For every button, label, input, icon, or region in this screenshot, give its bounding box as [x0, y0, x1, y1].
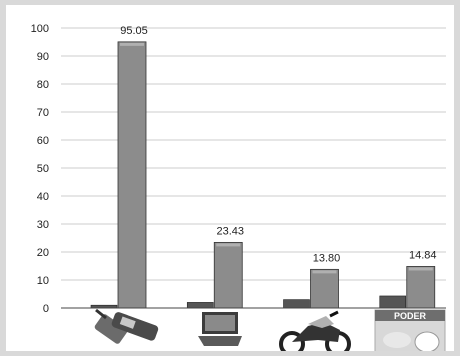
y-tick-label: 80 [37, 79, 49, 91]
y-tick-label: 30 [37, 219, 49, 231]
data-label: 14.84 [409, 249, 437, 261]
y-tick-label: 50 [37, 163, 49, 175]
bar-primary [213, 241, 243, 309]
data-label: 13.80 [313, 252, 341, 264]
y-tick-label: 0 [43, 303, 49, 315]
bar-primary-highlight [312, 270, 337, 274]
motorcycle-icon [279, 310, 351, 351]
bar-secondary [379, 295, 407, 309]
bar-secondary [283, 299, 310, 309]
bar-primary-highlight [408, 267, 433, 271]
y-tick-label: 90 [37, 51, 49, 63]
y-tick-label: 60 [37, 135, 49, 147]
chart-frame: 0 10 20 30 40 50 60 70 80 90 100 95.05 23.43 13.80 14… [6, 5, 454, 351]
bar-primary [406, 266, 436, 309]
bar-primary-highlight [216, 243, 241, 247]
laptop-icon [198, 312, 242, 346]
data-label: 23.43 [216, 225, 244, 237]
bar-primary [310, 268, 339, 309]
y-tick-label: 20 [37, 247, 49, 259]
data-labels: 95.05 23.43 13.80 14.84 [120, 25, 436, 264]
y-axis-ticks: 0 10 20 30 40 50 60 70 80 90 100 [31, 23, 49, 315]
y-tick-label: 70 [37, 107, 49, 119]
poder-logo-text: PODER [394, 311, 427, 321]
data-label: 95.05 [120, 25, 148, 37]
y-tick-label: 10 [37, 275, 49, 287]
y-tick-label: 40 [37, 191, 49, 203]
bar-secondary [186, 302, 214, 309]
y-tick-label: 100 [31, 23, 49, 35]
bar-primary [117, 41, 147, 309]
mobile-phone-icon [94, 308, 159, 344]
bars [90, 41, 436, 309]
poder-box-icon: PODER [374, 309, 446, 351]
bar-primary-highlight [120, 42, 144, 46]
category-icons: PODER [94, 308, 446, 351]
bar-chart: 0 10 20 30 40 50 60 70 80 90 100 95.05 23.43 13.80 14… [31, 23, 446, 351]
